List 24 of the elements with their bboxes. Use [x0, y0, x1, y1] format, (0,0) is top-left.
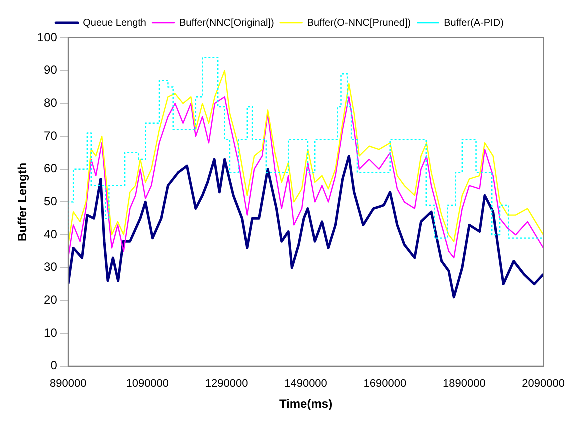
y-tick-label: 60 — [44, 162, 58, 176]
x-axis-title: Time(ms) — [279, 397, 333, 412]
legend-label: Buffer(O-NNC[Pruned]) — [307, 18, 412, 29]
y-tick-label: 10 — [44, 326, 58, 340]
x-tick-label: 1290000 — [205, 378, 248, 390]
x-tick-label: 1490000 — [284, 378, 328, 390]
y-tick-label: 90 — [44, 63, 58, 78]
y-tick-label: 100 — [37, 30, 58, 44]
y-tick-label: 0 — [50, 358, 58, 373]
y-tick-label: 70 — [44, 128, 58, 143]
legend-label: Buffer(A-PID) — [444, 18, 504, 29]
legend-label: Buffer(NNC[Original]) — [179, 18, 274, 29]
y-tick-label: 40 — [44, 227, 58, 242]
x-tick-label: 1690000 — [364, 378, 407, 390]
x-tick-label: 1090000 — [126, 378, 170, 390]
y-tick-label: 80 — [44, 96, 58, 110]
x-tick-label: 2090000 — [522, 378, 565, 390]
y-tick-label: 20 — [44, 293, 58, 308]
x-tick-label: 890000 — [50, 378, 87, 390]
y-tick-label: 30 — [44, 260, 58, 274]
y-axis-title: Buffer Length — [16, 162, 30, 242]
y-tick-label: 50 — [44, 194, 58, 209]
x-tick-label: 1890000 — [442, 378, 486, 390]
legend-label: Queue Length — [83, 18, 146, 29]
